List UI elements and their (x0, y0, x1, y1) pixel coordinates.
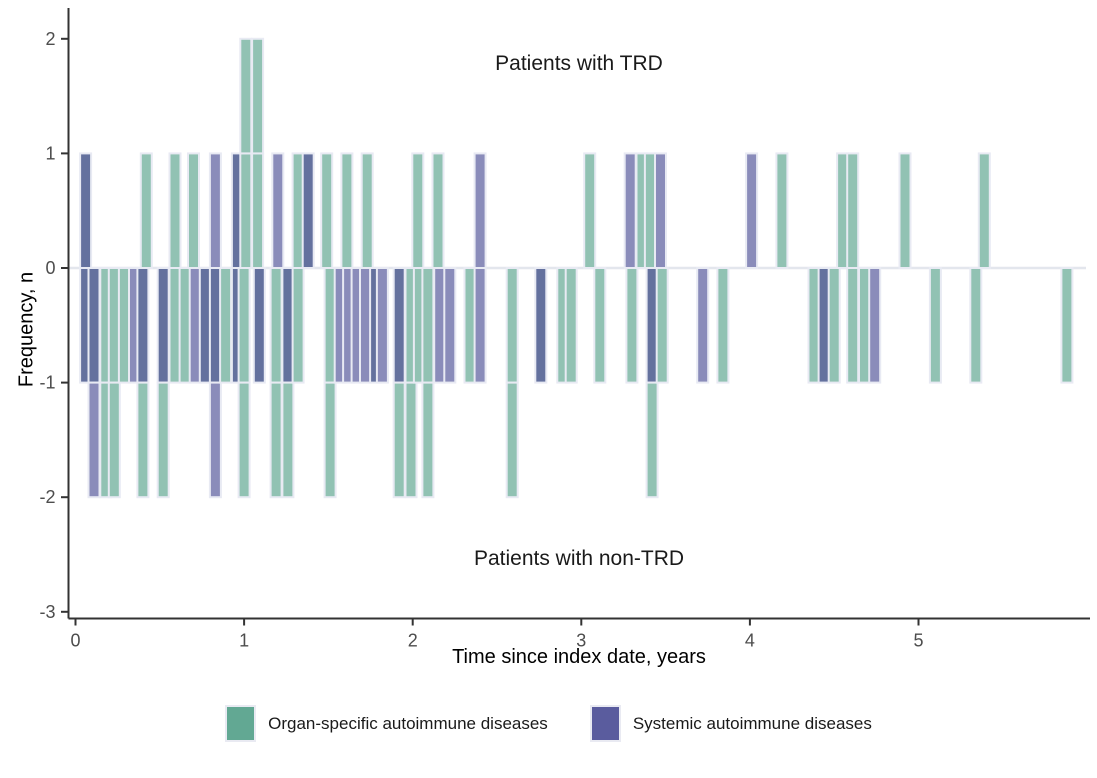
bar-down-systemic (696, 267, 710, 384)
bar-down-organ (593, 267, 607, 384)
bar-down-organ (1060, 267, 1074, 384)
bar-up-organ (411, 152, 425, 269)
bar-up-organ (251, 152, 265, 269)
bar-down-overlap (392, 267, 406, 384)
bar-down-overlap (136, 267, 150, 384)
bar-up-organ (775, 152, 789, 269)
bar-down-organ (219, 267, 233, 384)
bar-down-organ (107, 381, 121, 499)
bar-up-organ (320, 152, 334, 269)
bar-down-overlap (534, 267, 548, 384)
bar-down-organ (625, 267, 639, 384)
bar-up-organ (139, 152, 153, 269)
bar-down-organ (237, 267, 251, 384)
bar-down-overlap (87, 267, 101, 384)
bar-down-organ (645, 381, 659, 499)
bar-up-organ (340, 152, 354, 269)
bar-down-overlap (156, 267, 170, 384)
bar-down-organ (269, 267, 283, 384)
bar-down-systemic (443, 267, 457, 384)
annotation-trd: Patients with TRD (495, 52, 663, 75)
bar-up-organ (239, 152, 253, 269)
bar-down-organ (136, 381, 150, 499)
y-tick-label: 0 (45, 258, 55, 278)
bar-down-organ (404, 381, 418, 499)
bar-down-organ (827, 267, 841, 384)
y-tick-label: -1 (39, 373, 55, 393)
legend-label-organ-specific: Organ-specific autoimmune diseases (268, 713, 548, 733)
bar-down-organ (323, 381, 337, 499)
bar-down-organ (655, 267, 669, 384)
bar-up-organ (583, 152, 597, 269)
y-tick-label: -2 (39, 487, 55, 507)
bar-down-organ (969, 267, 983, 384)
bar-up-organ (431, 152, 445, 269)
bar-up-organ (168, 152, 182, 269)
bar-down-organ (505, 381, 519, 499)
legend-item-organ-specific: Organ-specific autoimmune diseases (225, 705, 548, 742)
x-tick-label: 5 (913, 631, 923, 651)
bar-down-systemic (208, 381, 222, 499)
bar-down-organ (156, 381, 170, 499)
bar-up-overlap (301, 152, 315, 269)
bar-up-organ (360, 152, 374, 269)
bar-down-organ (392, 381, 406, 499)
bar-down-organ (928, 267, 942, 384)
legend: Organ-specific autoimmune diseases Syste… (0, 705, 1097, 742)
organ-specific-swatch-icon (225, 705, 257, 742)
bar-up-organ (187, 152, 200, 269)
bar-down-organ (421, 381, 435, 499)
bar-down-organ (505, 267, 519, 384)
annotation-non-trd: Patients with non-TRD (473, 547, 685, 570)
systemic-swatch-icon (589, 705, 621, 742)
bar-down-organ (421, 267, 435, 384)
x-tick-label: 2 (408, 631, 418, 651)
y-axis-title: Frequency, n (15, 271, 38, 388)
bar-down-systemic (868, 267, 882, 384)
legend-label-systemic: Systemic autoimmune diseases (632, 713, 872, 733)
x-tick-label: 1 (239, 631, 249, 651)
bar-down-systemic (375, 267, 389, 384)
bar-down-organ (846, 267, 860, 384)
bar-down-systemic (87, 381, 101, 499)
bar-up-systemic (745, 152, 759, 269)
bar-up-systemic (271, 152, 285, 269)
x-tick-label: 3 (576, 631, 586, 651)
bar-down-overlap (252, 267, 266, 384)
bar-up-systemic (623, 152, 637, 269)
bar-up-organ (846, 152, 860, 269)
x-axis-title: Time since index date, years (452, 646, 706, 668)
bar-down-organ (564, 267, 578, 384)
y-tick-label: 2 (45, 29, 55, 49)
bar-up-systemic (208, 152, 222, 269)
legend-item-systemic: Systemic autoimmune diseases (589, 705, 872, 742)
bar-down-organ (291, 267, 305, 384)
bar-up-organ (977, 152, 991, 269)
bar-up-overlap (79, 152, 93, 269)
bar-up-systemic (654, 152, 667, 269)
bar-down-organ (237, 381, 251, 499)
x-tick-label: 0 (70, 631, 80, 651)
bar-up-organ (251, 37, 265, 155)
bar-down-systemic (473, 267, 487, 384)
bar-down-organ (281, 381, 295, 499)
bar-down-organ (716, 267, 730, 384)
bar-up-organ (898, 152, 912, 269)
bar-down-organ (269, 381, 283, 499)
y-tick-label: -3 (39, 602, 55, 622)
y-tick-label: 1 (45, 143, 55, 163)
bar-up-systemic (473, 152, 487, 269)
x-tick-label: 4 (745, 631, 755, 651)
